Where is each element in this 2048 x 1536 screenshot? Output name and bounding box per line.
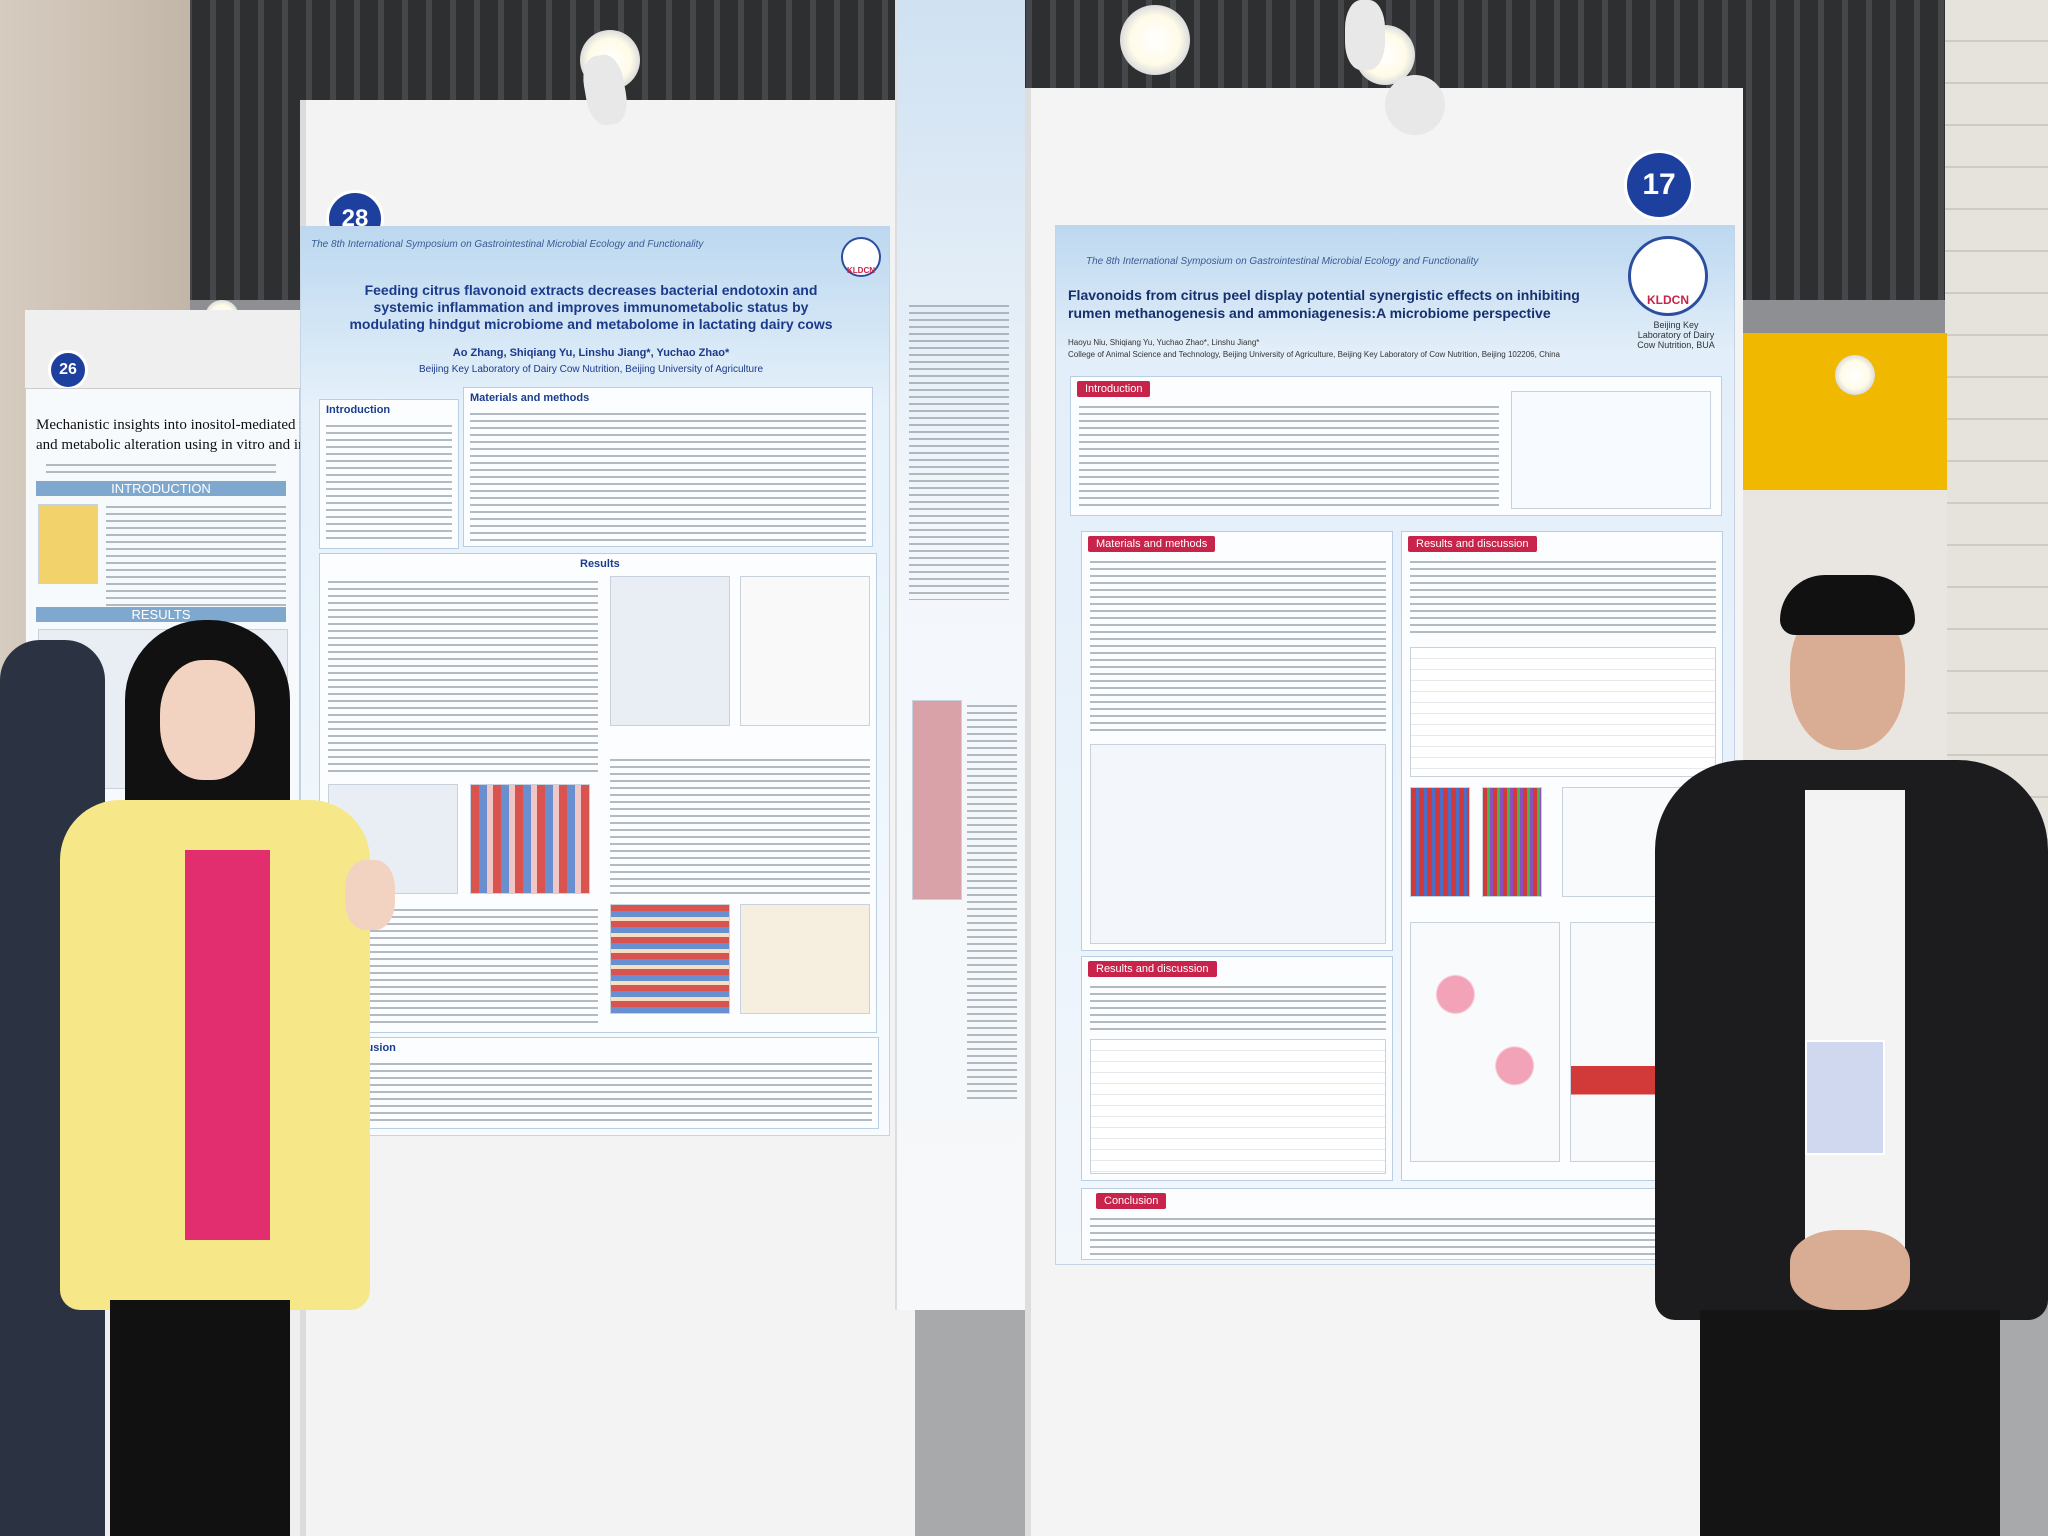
section-heading: Results and discussion xyxy=(1088,961,1217,977)
section: Results and discussion xyxy=(1401,531,1723,1181)
figure xyxy=(1410,647,1716,777)
section: Conclusion xyxy=(329,1037,879,1129)
figure xyxy=(740,576,870,726)
person-woman-legs xyxy=(110,1300,290,1536)
ceiling-light xyxy=(1835,355,1875,395)
poster: The 8th International Symposium on Gastr… xyxy=(300,226,890,1136)
body-text xyxy=(1410,556,1716,636)
section-heading: Results and discussion xyxy=(1408,536,1537,552)
figure xyxy=(1511,391,1711,509)
section-heading: Results xyxy=(580,558,620,570)
person-man-hair xyxy=(1780,575,1915,635)
affiliation: Beijing Key Laboratory of Dairy Cow Nutr… xyxy=(418,364,764,375)
figure xyxy=(1410,922,1560,1162)
body-text xyxy=(1090,556,1386,736)
poster-header: The 8th International Symposium on Gastr… xyxy=(311,239,704,250)
body-text xyxy=(967,700,1017,1100)
figure xyxy=(610,576,730,726)
poster-title: Flavonoids from citrus peel display pote… xyxy=(1068,287,1580,321)
figure xyxy=(1090,744,1386,944)
section: Results and discussion xyxy=(1081,956,1393,1181)
body-text xyxy=(1090,1213,1716,1257)
body-text xyxy=(1079,401,1499,511)
poster-number: 26 xyxy=(48,350,88,390)
body-text xyxy=(336,1058,872,1124)
figure xyxy=(1090,1039,1386,1174)
ceiling-light xyxy=(1120,5,1190,75)
section-heading: Introduction xyxy=(1077,381,1151,397)
section-heading: Conclusion xyxy=(1096,1193,1167,1209)
poster-title: Mechanistic insights into inositol-media… xyxy=(36,417,347,433)
body-text xyxy=(470,408,866,542)
person-woman-hand xyxy=(345,860,395,930)
poster-title: and metabolic alteration using in vitro … xyxy=(36,437,306,453)
authors: Ao Zhang, Shiqiang Yu, Linshu Jiang*, Yu… xyxy=(452,347,730,359)
body-text xyxy=(909,300,1009,600)
figure xyxy=(38,504,98,584)
poster-number: 17 xyxy=(1624,150,1694,220)
person-woman-face xyxy=(160,660,255,780)
section-heading: Introduction xyxy=(326,404,391,416)
section: Materials and methods xyxy=(1081,531,1393,951)
figure xyxy=(470,784,590,894)
figure xyxy=(1482,787,1542,897)
logo: KLDCN xyxy=(1628,236,1708,316)
figure xyxy=(740,904,870,1014)
side-poster xyxy=(895,0,1025,1310)
section-heading: Materials and methods xyxy=(470,392,590,404)
authors: Haoyu Niu, Shiqiang Yu, Yuchao Zhao*, Li… xyxy=(1068,338,1260,347)
section: Introduction xyxy=(1070,376,1722,516)
body-text xyxy=(46,459,276,477)
person-man-shirt xyxy=(1805,790,1905,1250)
section: Materials and methods xyxy=(463,387,873,547)
badge-card xyxy=(1805,1040,1885,1155)
poster: The 8th International Symposium on Gastr… xyxy=(1055,225,1735,1265)
spotlight xyxy=(1385,75,1445,135)
body-text xyxy=(1090,981,1386,1031)
section: Results xyxy=(319,553,877,1033)
body-text xyxy=(326,420,452,544)
lab-name: Beijing Key Laboratory of Dairy Cow Nutr… xyxy=(1637,320,1715,350)
figure xyxy=(1410,787,1470,897)
body-text xyxy=(328,576,598,776)
spotlight xyxy=(1345,0,1385,70)
body-text xyxy=(610,754,870,894)
poster-title: Feeding citrus flavonoid extracts decrea… xyxy=(349,282,833,332)
section-heading: RESULTS xyxy=(36,607,286,622)
logo: KLDCN xyxy=(841,237,881,277)
section-heading: Materials and methods xyxy=(1088,536,1216,552)
affiliation: College of Animal Science and Technology… xyxy=(1068,350,1560,359)
poster-header: The 8th International Symposium on Gastr… xyxy=(1086,256,1479,267)
person-man-legs xyxy=(1700,1310,2000,1536)
section: Introduction xyxy=(319,399,459,549)
person-woman-shirt xyxy=(185,850,270,1240)
figure xyxy=(912,700,962,900)
section: Conclusion xyxy=(1081,1188,1723,1260)
person-man-hands xyxy=(1790,1230,1910,1310)
body-text xyxy=(106,501,286,621)
section-heading: INTRODUCTION xyxy=(36,481,286,496)
figure xyxy=(610,904,730,1014)
